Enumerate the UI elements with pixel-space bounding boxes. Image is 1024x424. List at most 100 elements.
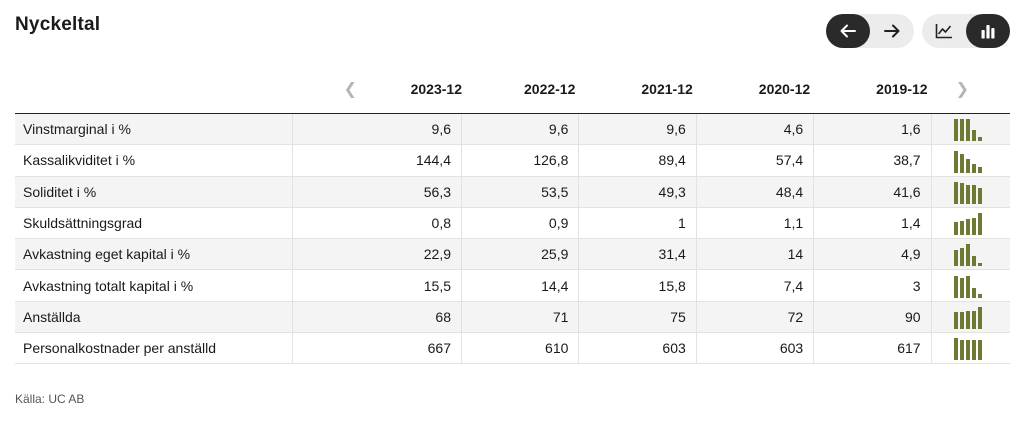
spark-bar: [971, 218, 976, 236]
spark-bar: [971, 163, 976, 173]
spark-bar: [971, 130, 976, 142]
sparkline: [932, 239, 1010, 269]
year-header: 2020-12: [758, 81, 811, 97]
value-cell: 610: [462, 333, 580, 364]
value-cell: 48,4: [697, 176, 815, 207]
value-cell: 15,8: [579, 270, 697, 301]
view-controls: [826, 14, 1010, 48]
arrow-left-icon: [840, 24, 856, 38]
table-header: ❮ 2023-12 2022-12 2021-12 2020-12 2019-1…: [15, 65, 1010, 114]
table-row: Avkastning eget kapital i % 22,9 25,9 31,4 1…: [15, 239, 1010, 271]
sparkline: [932, 145, 1010, 175]
spark-bar: [959, 182, 964, 204]
row-label: Personalkostnader per anställd: [15, 333, 293, 364]
spark-bar: [959, 340, 964, 361]
table-row: Vinstmarginal i % 9,6 9,6 9,6 4,6 1,6: [15, 114, 1010, 146]
nav-pill: [826, 14, 914, 48]
source-note: Källa: UC AB: [15, 392, 85, 406]
year-header: 2021-12: [641, 81, 693, 97]
value-cell: 0,8: [293, 207, 462, 239]
spark-bar: [971, 311, 976, 330]
table-row: Avkastning totalt kapital i % 15,5 14,4 15,…: [15, 270, 1010, 302]
table-row: Anställda 68 71 75 72 90: [15, 301, 1010, 334]
value-cell: 126,8: [462, 145, 580, 176]
sparkline: [932, 270, 1010, 300]
sparkline: [932, 333, 1010, 363]
spark-bar: [965, 219, 970, 236]
spark-bar: [977, 340, 982, 361]
prev-button[interactable]: [826, 14, 870, 48]
table-row: Skuldsättningsgrad 0,8 0,9 1 1,1 1,4: [15, 207, 1010, 240]
spark-bar: [965, 340, 970, 361]
spark-bar: [953, 119, 958, 142]
spark-bar: [965, 158, 970, 173]
spark-bar: [953, 338, 958, 361]
year-header: 2023-12: [410, 81, 462, 97]
value-cell: 22,9: [293, 239, 462, 270]
spark-bar: [965, 119, 970, 142]
spark-bar: [965, 244, 970, 267]
spark-bar: [953, 250, 958, 267]
next-button[interactable]: [870, 14, 914, 48]
row-label: Avkastning totalt kapital i %: [15, 270, 293, 301]
value-cell: 56,3: [293, 176, 462, 207]
value-cell: 90: [814, 301, 932, 333]
spark-bar: [977, 263, 982, 267]
spark-bar: [971, 287, 976, 298]
spark-bar: [965, 275, 970, 298]
row-label: Soliditet i %: [15, 176, 293, 207]
row-label: Vinstmarginal i %: [15, 114, 293, 145]
value-cell: 4,9: [814, 239, 932, 270]
bar-chart-button[interactable]: [966, 14, 1010, 48]
row-label: Avkastning eget kapital i %: [15, 239, 293, 270]
value-cell: 14: [697, 239, 815, 270]
value-cell: 603: [579, 333, 697, 364]
spark-bar: [959, 277, 964, 298]
chart-type-pill: [922, 14, 1010, 48]
row-label: Anställda: [15, 301, 293, 333]
value-cell: 0,9: [462, 207, 580, 239]
value-cell: 75: [579, 301, 697, 333]
value-cell: 41,6: [814, 176, 932, 207]
spark-bar: [953, 312, 958, 330]
spark-bar: [977, 293, 982, 298]
value-cell: 7,4: [697, 270, 815, 301]
value-cell: 25,9: [462, 239, 580, 270]
value-cell: 89,4: [579, 145, 697, 176]
value-cell: 3: [814, 270, 932, 301]
spark-bar: [971, 184, 976, 204]
spark-bar: [959, 312, 964, 330]
chevron-right-icon[interactable]: ❯: [955, 81, 969, 98]
chevron-left-icon[interactable]: ❮: [343, 81, 357, 98]
spark-bar: [965, 311, 970, 330]
sparkline: [932, 114, 1010, 144]
line-chart-button[interactable]: [922, 14, 966, 48]
value-cell: 49,3: [579, 176, 697, 207]
table-row: Soliditet i % 56,3 53,5 49,3 48,4 41,6: [15, 176, 1010, 208]
spark-bar: [977, 187, 982, 204]
spark-bar: [965, 184, 970, 204]
value-cell: 38,7: [814, 145, 932, 176]
value-cell: 53,5: [462, 176, 580, 207]
value-cell: 71: [462, 301, 580, 333]
value-cell: 9,6: [579, 114, 697, 145]
spark-bar: [977, 213, 982, 236]
sparkline: [932, 302, 1010, 332]
row-label: Skuldsättningsgrad: [15, 207, 293, 239]
spark-bar: [953, 275, 958, 298]
spark-bar: [953, 181, 958, 204]
value-cell: 14,4: [462, 270, 580, 301]
year-header: 2019-12: [876, 81, 928, 97]
spark-bar: [971, 256, 976, 267]
page-title: Nyckeltal: [15, 14, 101, 35]
value-cell: 1,4: [814, 207, 932, 239]
table-row: Kassalikviditet i % 144,4 126,8 89,4 57,4 38,…: [15, 145, 1010, 177]
value-cell: 4,6: [697, 114, 815, 145]
value-cell: 1,1: [697, 207, 815, 239]
value-cell: 667: [293, 333, 462, 364]
key-figures-table: ❮ 2023-12 2022-12 2021-12 2020-12 2019-1…: [15, 65, 1010, 365]
value-cell: 68: [293, 301, 462, 333]
table-body: Vinstmarginal i % 9,6 9,6 9,6 4,6 1,6 Kassalik…: [15, 114, 1010, 365]
value-cell: 617: [814, 333, 932, 364]
spark-bar: [971, 340, 976, 361]
